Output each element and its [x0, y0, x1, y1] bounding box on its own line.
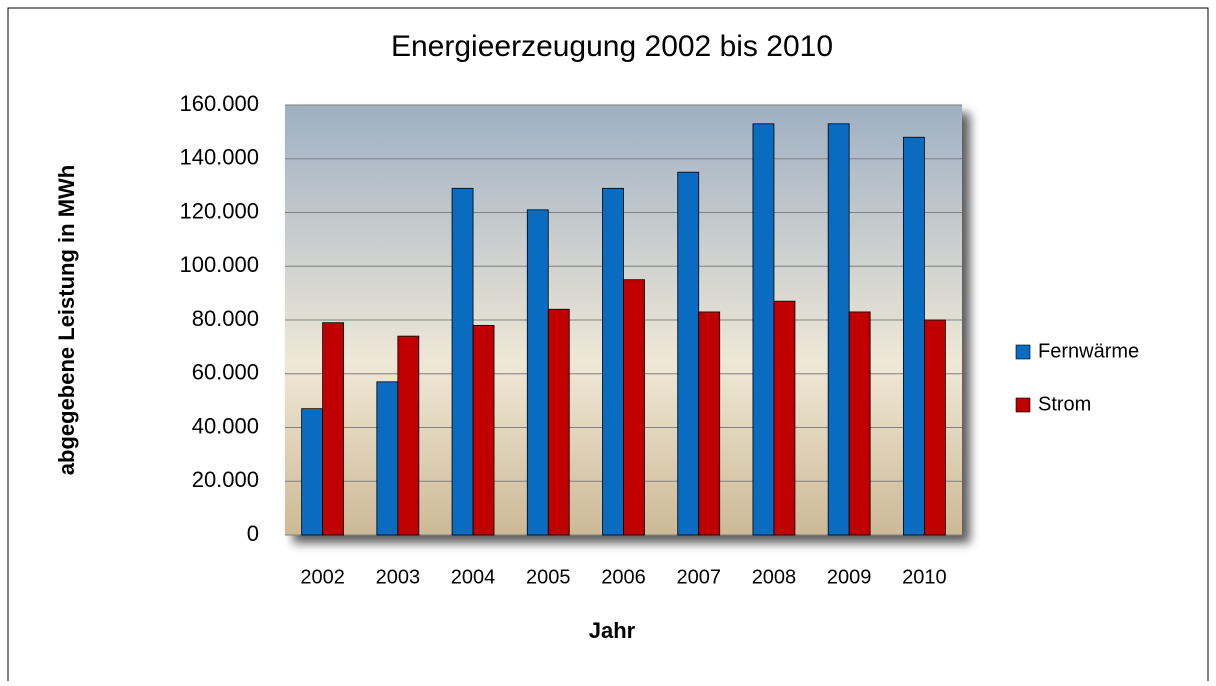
bar [923, 319, 946, 536]
bar [698, 311, 721, 536]
bar [322, 322, 345, 536]
y-tick-label: 80.000 [192, 306, 259, 331]
bar [752, 123, 775, 536]
bar [472, 324, 495, 536]
y-tick-label: 60.000 [192, 360, 259, 385]
frame [7, 7, 1209, 686]
bar [602, 187, 624, 536]
x-tick-label: 2003 [376, 566, 421, 588]
bar [623, 279, 645, 536]
y-tick-label: 140.000 [179, 145, 259, 170]
bar [376, 381, 399, 536]
bar [451, 187, 474, 536]
bar [301, 408, 324, 536]
bar [547, 308, 570, 536]
x-axis-label: Jahr [589, 618, 636, 643]
x-tick-label: 2005 [526, 566, 571, 588]
x-tick-label: 2002 [300, 566, 345, 588]
x-tick-label: 2010 [902, 566, 947, 588]
chart-title: Energieerzeugung 2002 bis 2010 [391, 30, 833, 63]
bar [773, 300, 796, 536]
y-tick-label: 40.000 [192, 413, 259, 438]
y-tick-label: 160.000 [179, 91, 259, 116]
bar [677, 171, 700, 536]
legend-label: Fernwärme [1038, 340, 1139, 362]
bar [902, 136, 925, 536]
y-tick-label: 0 [247, 521, 259, 546]
legend-label: Strom [1038, 393, 1091, 415]
bar [827, 123, 850, 536]
x-tick-label: 2008 [752, 566, 797, 588]
legend-swatch [1015, 397, 1031, 413]
x-tick-label: 2007 [676, 566, 721, 588]
x-tick-label: 2009 [827, 566, 872, 588]
bar [848, 311, 871, 536]
legend-swatch [1015, 344, 1031, 360]
y-tick-label: 100.000 [179, 252, 259, 277]
y-axis-label: abgegebene Leistung in MWh [54, 165, 79, 475]
bar [397, 335, 420, 536]
y-tick-label: 120.000 [179, 198, 259, 223]
bar [526, 209, 549, 536]
x-tick-label: 2006 [601, 566, 646, 588]
x-tick-label: 2004 [451, 566, 496, 588]
y-tick-label: 20.000 [192, 467, 259, 492]
